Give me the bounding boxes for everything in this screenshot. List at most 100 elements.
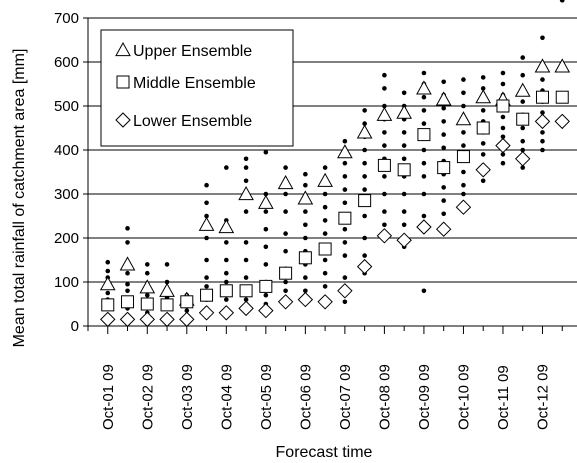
y-tick-label: 700 [54, 10, 79, 27]
square-point [140, 297, 154, 311]
member-point [105, 268, 111, 274]
member-point [322, 231, 328, 236]
diamond-point [100, 311, 116, 328]
diamond-point [515, 151, 531, 167]
member-point [283, 165, 288, 170]
member-point [401, 130, 407, 135]
member-point [540, 35, 545, 41]
member-point [303, 275, 308, 280]
y-tick-label: 500 [54, 98, 79, 115]
member-point [322, 204, 328, 210]
member-point [243, 178, 249, 184]
triangle-point [119, 256, 136, 271]
member-point [480, 108, 486, 113]
member-point [401, 143, 407, 148]
square-point [121, 295, 135, 309]
triangle-point [297, 190, 314, 205]
member-point [441, 105, 446, 111]
member-point [441, 145, 446, 151]
member-point [382, 130, 387, 135]
member-point [322, 218, 328, 223]
x-tick-label: Oct-04 09 [218, 364, 235, 430]
triangle-point [455, 111, 472, 126]
legend-triangle-icon [115, 41, 131, 57]
member-point [243, 257, 249, 263]
member-point [461, 182, 466, 188]
square-point [259, 279, 273, 293]
member-point [204, 275, 209, 280]
member-point [342, 174, 348, 179]
member-point [520, 72, 526, 78]
y-tick-label: 600 [54, 54, 79, 71]
member-point [382, 143, 387, 148]
member-point [362, 235, 367, 241]
member-point [540, 147, 545, 153]
plot-frame [87, 17, 577, 327]
member-point [164, 262, 170, 267]
square-point [377, 158, 391, 172]
square-point [101, 298, 115, 312]
member-point [303, 171, 308, 177]
triangle-point [159, 282, 175, 297]
x-tick-label: Oct-05 09 [258, 364, 275, 430]
member-point [283, 279, 288, 285]
member-point [184, 308, 190, 313]
member-point [362, 213, 367, 219]
square-point [219, 284, 233, 298]
member-point [421, 160, 427, 166]
x-tick-label: Oct-02 09 [139, 364, 156, 430]
diamond-point [159, 311, 175, 328]
member-point [480, 178, 486, 184]
x-tick-label: Oct-01 09 [100, 364, 117, 430]
member-point [342, 275, 348, 280]
diamond-point [455, 199, 472, 215]
member-point [382, 191, 387, 197]
member-point [500, 81, 506, 87]
member-point [164, 279, 170, 285]
diamond-point [356, 258, 373, 275]
member-point [441, 211, 446, 217]
member-point [480, 141, 486, 146]
member-point [382, 103, 387, 109]
member-point [125, 288, 130, 294]
member-point [441, 79, 446, 85]
member-point [520, 165, 526, 170]
member-point [263, 191, 269, 197]
triangle-point [416, 80, 432, 95]
member-point [224, 240, 229, 245]
diamond-point [218, 305, 235, 321]
member-point [204, 213, 209, 219]
diamond-point [396, 232, 412, 248]
member-point [362, 160, 367, 166]
square-point [160, 298, 174, 312]
member-point [243, 156, 249, 162]
square-point [397, 163, 411, 177]
member-point [362, 187, 367, 192]
member-point [421, 70, 427, 76]
member-point [283, 209, 288, 214]
x-axis-title: Forecast time [276, 444, 373, 461]
member-point [125, 270, 130, 276]
member-point [520, 99, 526, 104]
member-point [224, 279, 229, 285]
square-point [279, 266, 293, 280]
triangle-point [376, 106, 393, 121]
member-point [144, 270, 150, 276]
triangle-point [238, 185, 254, 201]
square-point [437, 161, 451, 175]
member-point [421, 108, 427, 113]
member-point [224, 297, 229, 302]
triangle-point [218, 218, 235, 234]
y-axis-ticks: 0 100 200 300 400 500 600 700 [54, 10, 88, 335]
member-point [441, 185, 446, 190]
square-point [496, 99, 510, 113]
member-point [303, 235, 308, 241]
member-point [500, 134, 506, 140]
member-point [342, 226, 348, 232]
triangle-point [435, 91, 452, 106]
member-point [441, 119, 446, 124]
square-point [338, 211, 352, 225]
member-point [322, 257, 328, 263]
member-point [263, 292, 269, 298]
legend-label: Middle Ensemble [133, 75, 256, 92]
